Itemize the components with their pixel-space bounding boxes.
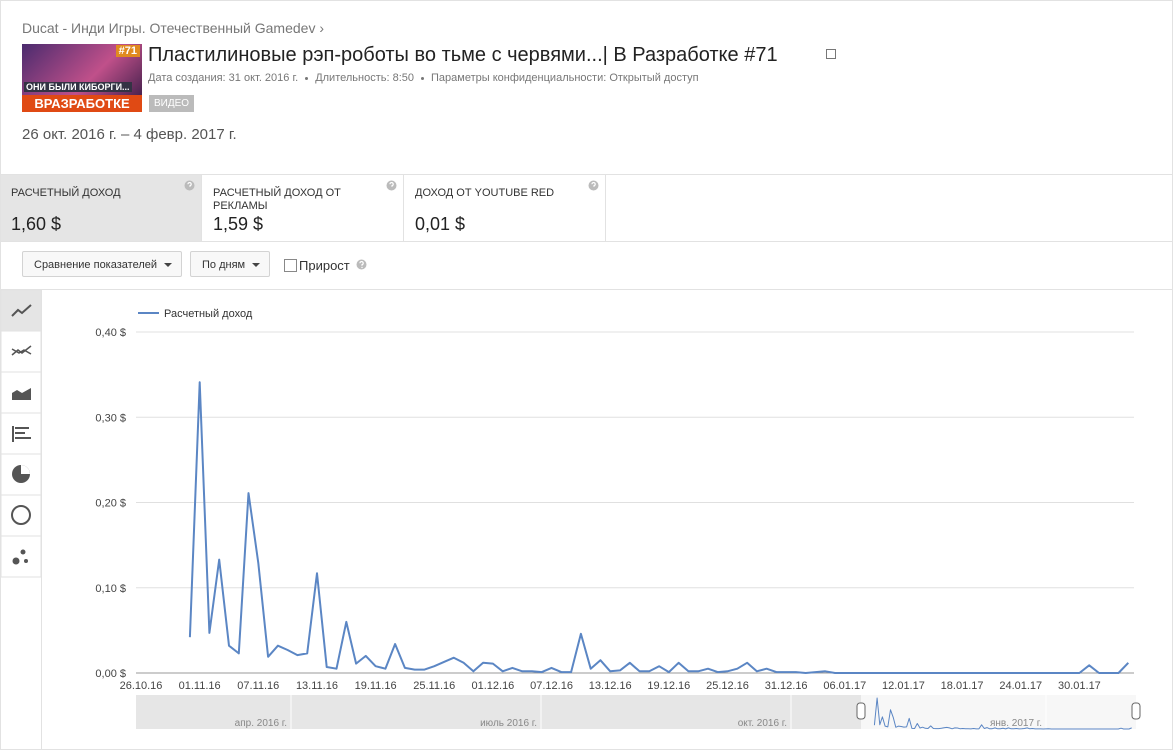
icon bbox=[11, 505, 31, 525]
x-tick-label: 13.11.16 bbox=[296, 680, 338, 692]
metric-card[interactable]: РАСЧЕТНЫЙ ДОХОД 1,60 $ bbox=[1, 175, 202, 241]
period-button[interactable]: По дням bbox=[190, 251, 271, 277]
navigator-label: июль 2016 г. bbox=[480, 718, 537, 729]
help-icon bbox=[588, 180, 599, 191]
metric-label: ДОХОД ОТ YOUTUBE RED bbox=[415, 187, 555, 199]
metric-card[interactable]: ДОХОД ОТ YOUTUBE RED 0,01 $ bbox=[405, 175, 606, 241]
navigator-label: янв. 2017 г. bbox=[990, 718, 1042, 729]
separator bbox=[421, 76, 424, 80]
y-tick-label: 0,00 $ bbox=[95, 668, 126, 680]
y-tick-label: 0,20 $ bbox=[95, 498, 126, 510]
legend-label: Расчетный доход bbox=[164, 308, 253, 320]
x-tick-label: 19.12.16 bbox=[647, 680, 690, 692]
x-tick-label: 24.01.17 bbox=[999, 680, 1042, 692]
navigator-line bbox=[873, 697, 1132, 730]
sidebar-icons bbox=[1, 289, 42, 578]
x-tick-label: 19.11.16 bbox=[355, 680, 397, 692]
growth-label[interactable]: Прирост bbox=[299, 258, 350, 273]
help-icon bbox=[386, 180, 397, 191]
button-label: Сравнение показателей bbox=[34, 259, 157, 271]
icon bbox=[20, 549, 26, 555]
icon bbox=[21, 465, 30, 474]
date-range[interactable]: 26 окт. 2016 г. – 4 февр. 2017 г. bbox=[22, 126, 237, 143]
meta-item: Длительность: 8:50 bbox=[315, 72, 414, 84]
caret bbox=[164, 263, 172, 267]
video-badge: ВИДЕО bbox=[149, 95, 195, 112]
thumbnail-badge: #71 bbox=[115, 45, 140, 57]
video-title[interactable]: Пластилиновые рэп-роботы во тьме с червя… bbox=[148, 44, 778, 66]
metric-value: 1,60 $ bbox=[11, 214, 62, 234]
metric-label: РАСЧЕТНЫЙ ДОХОД bbox=[11, 187, 121, 199]
x-tick-label: 18.01.17 bbox=[941, 680, 984, 692]
metric-value: 1,59 $ bbox=[213, 214, 264, 234]
meta-item: Дата создания: 31 окт. 2016 г. bbox=[148, 72, 299, 84]
chart: 0,00 $ 0,10 $ 0,20 $ 0,30 $ 0,40 $ 26.10.16 01… bbox=[95, 308, 1141, 730]
help-mark bbox=[187, 182, 192, 187]
navigator-handle[interactable] bbox=[1131, 702, 1141, 720]
x-tick-label: 26.10.16 bbox=[120, 680, 163, 692]
icon bbox=[12, 388, 31, 400]
icon bbox=[12, 557, 20, 565]
navigator-handle[interactable] bbox=[856, 702, 866, 720]
help-icon[interactable] bbox=[356, 259, 367, 270]
growth-checkbox[interactable] bbox=[284, 259, 297, 272]
x-tick-label: 01.11.16 bbox=[179, 680, 221, 692]
button-bg bbox=[1, 535, 42, 578]
video-meta: Дата создания: 31 окт. 2016 г. Длительно… bbox=[148, 72, 699, 84]
icon bbox=[11, 304, 32, 317]
y-tick-label: 0,40 $ bbox=[95, 327, 126, 339]
x-tick-label: 12.01.17 bbox=[882, 680, 925, 692]
chart-type-button[interactable] bbox=[1, 535, 42, 578]
metric-card[interactable]: РАСЧЕТНЫЙ ДОХОД ОТ РЕКЛАМЫ 1,59 $ bbox=[203, 175, 404, 241]
caret bbox=[252, 263, 261, 267]
compare-button[interactable]: Сравнение показателей bbox=[22, 251, 182, 277]
chart-type-button[interactable] bbox=[1, 453, 42, 496]
button-bg bbox=[1, 494, 42, 537]
icon bbox=[24, 559, 28, 563]
divider bbox=[1, 289, 1172, 290]
series-line bbox=[188, 381, 1130, 674]
chart-type-sidebar bbox=[1, 289, 42, 749]
x-tick-label: 13.12.16 bbox=[589, 680, 632, 692]
help-icon bbox=[184, 180, 195, 191]
thumbnail-caption: ОНИ БЫЛИ КИБОРГИ... bbox=[24, 82, 132, 92]
thumbnail[interactable]: #71 ОНИ БЫЛИ КИБОРГИ... ВРАЗРАБОТКЕ bbox=[22, 44, 142, 112]
x-tick-label: 07.12.16 bbox=[530, 680, 573, 692]
x-tick-label: 07.11.16 bbox=[237, 680, 279, 692]
external-link-icon[interactable] bbox=[826, 49, 836, 59]
thumbnail-banner: ВРАЗРАБОТКЕ bbox=[22, 95, 142, 112]
x-tick-label: 25.12.16 bbox=[706, 680, 749, 692]
navigator-label: окт. 2016 г. bbox=[738, 718, 787, 729]
metric-value: 0,01 $ bbox=[415, 214, 466, 234]
breadcrumb[interactable]: Ducat - Инди Игры. Отечественный Gamedev… bbox=[22, 20, 324, 36]
x-tick-label: 06.01.17 bbox=[823, 680, 866, 692]
metric-label: РАСЧЕТНЫЙ ДОХОД ОТ РЕКЛАМЫ bbox=[213, 187, 341, 212]
x-tick-label: 01.12.16 bbox=[471, 680, 514, 692]
meta-item: Параметры конфиденциальности: Открытый д… bbox=[431, 72, 699, 84]
metric-cards: РАСЧЕТНЫЙ ДОХОД 1,60 $ РАСЧЕТНЫЙ ДОХОД ОТ … bbox=[1, 174, 1172, 242]
help-mark bbox=[389, 182, 394, 187]
button-label: По дням bbox=[202, 259, 246, 271]
y-tick-label: 0,10 $ bbox=[95, 583, 126, 595]
icon bbox=[11, 345, 32, 356]
help-mark bbox=[591, 182, 596, 187]
chart-type-button[interactable] bbox=[1, 330, 42, 373]
x-tick-label: 31.12.16 bbox=[765, 680, 808, 692]
y-tick-label: 0,30 $ bbox=[95, 412, 126, 424]
chart-type-button[interactable] bbox=[1, 494, 42, 537]
x-tick-label: 25.11.16 bbox=[413, 680, 455, 692]
separator bbox=[305, 76, 309, 80]
icon bbox=[12, 426, 31, 442]
x-tick-label: 30.01.17 bbox=[1058, 680, 1101, 692]
navigator-label: апр. 2016 г. bbox=[235, 718, 287, 729]
navigator-window bbox=[861, 695, 1136, 729]
